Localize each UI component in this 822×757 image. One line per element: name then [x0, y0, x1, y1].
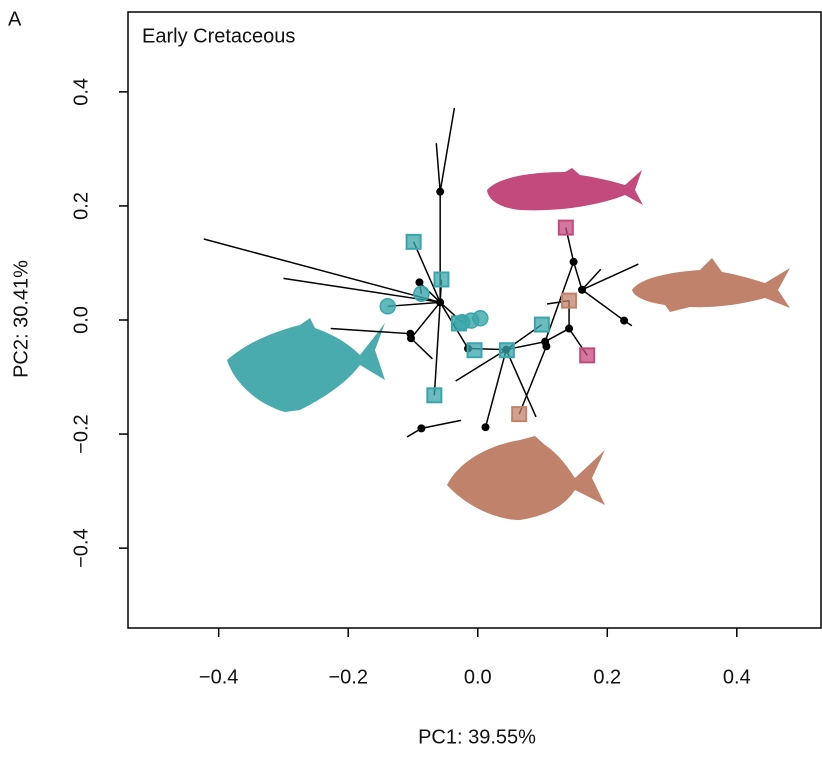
fish-silhouette: [447, 436, 605, 520]
node-point: [436, 298, 445, 307]
tip-point: [511, 406, 528, 423]
tip-point: [413, 285, 430, 303]
tip-point: [557, 219, 574, 236]
tip-point: [533, 316, 550, 333]
x-tick-label: −0.4: [199, 666, 238, 688]
node-point: [542, 342, 551, 351]
tree-branch: [581, 289, 625, 322]
tree-branch: [412, 241, 441, 303]
tree-branch: [330, 327, 411, 335]
panel-label: A: [8, 8, 22, 30]
x-axis-label: PC1: 39.55%: [418, 726, 536, 748]
tree-branch: [484, 349, 507, 428]
fish-silhouette: [487, 168, 643, 211]
node-point: [578, 285, 587, 294]
tree-branch: [544, 327, 570, 343]
tip-point: [561, 292, 578, 309]
tip-point: [405, 233, 422, 250]
tip-point: [472, 310, 489, 327]
node-point: [481, 423, 490, 432]
x-tick-label: 0.2: [593, 666, 621, 688]
tip-point: [433, 271, 450, 288]
tree-branch: [518, 345, 548, 415]
tree-branch: [410, 301, 441, 339]
tree-branch: [387, 301, 441, 308]
node-point: [407, 334, 416, 343]
tree-branch: [410, 337, 433, 360]
x-tick-label: −0.2: [328, 666, 367, 688]
node-point: [565, 324, 574, 333]
chart-title: Early Cretaceous: [142, 25, 295, 47]
y-tick-label: 0.0: [70, 306, 92, 334]
y-tick-label: 0.4: [70, 78, 92, 106]
fish-silhouette: [632, 258, 790, 312]
tip-point: [579, 347, 596, 364]
silhouettes: [227, 168, 790, 520]
tree-branch: [283, 277, 441, 304]
tree-branch: [203, 238, 441, 304]
tree-branch: [435, 143, 441, 192]
tree-branch: [421, 419, 462, 430]
tree-branch: [581, 263, 639, 291]
tip-point: [498, 342, 515, 359]
y-tick-label: −0.4: [70, 528, 92, 567]
tree-branch: [572, 261, 583, 290]
tip-point: [466, 342, 483, 359]
node-point: [417, 424, 426, 433]
y-axis-label: PC2: 30.41%: [10, 260, 32, 378]
y-tick-label: −0.2: [70, 414, 92, 453]
node-point: [620, 316, 629, 325]
y-tick-label: 0.2: [70, 192, 92, 220]
tip-point: [379, 298, 396, 315]
node-point: [569, 257, 578, 266]
fish-silhouette: [227, 318, 385, 412]
tree-branch: [505, 349, 537, 418]
tree-branch: [439, 107, 456, 192]
node-point: [436, 187, 445, 196]
x-tick-label: 0.0: [464, 666, 492, 688]
tree-branch: [581, 268, 602, 291]
tree-branch: [433, 302, 441, 396]
tree-branch: [455, 349, 507, 382]
node-point: [415, 278, 424, 287]
x-tick-label: 0.4: [723, 666, 751, 688]
tip-point: [426, 387, 443, 404]
